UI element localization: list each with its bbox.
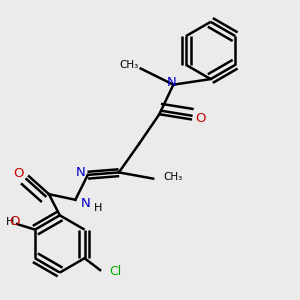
Text: O: O [9, 215, 20, 228]
Text: N: N [80, 197, 90, 210]
Text: H: H [5, 217, 14, 226]
Text: CH₃: CH₃ [163, 172, 182, 182]
Text: N: N [76, 166, 86, 179]
Text: N: N [167, 76, 177, 89]
Text: CH₃: CH₃ [120, 60, 139, 70]
Text: O: O [14, 167, 24, 181]
Text: O: O [196, 112, 206, 125]
Text: H: H [94, 202, 102, 212]
Text: Cl: Cl [109, 265, 121, 278]
